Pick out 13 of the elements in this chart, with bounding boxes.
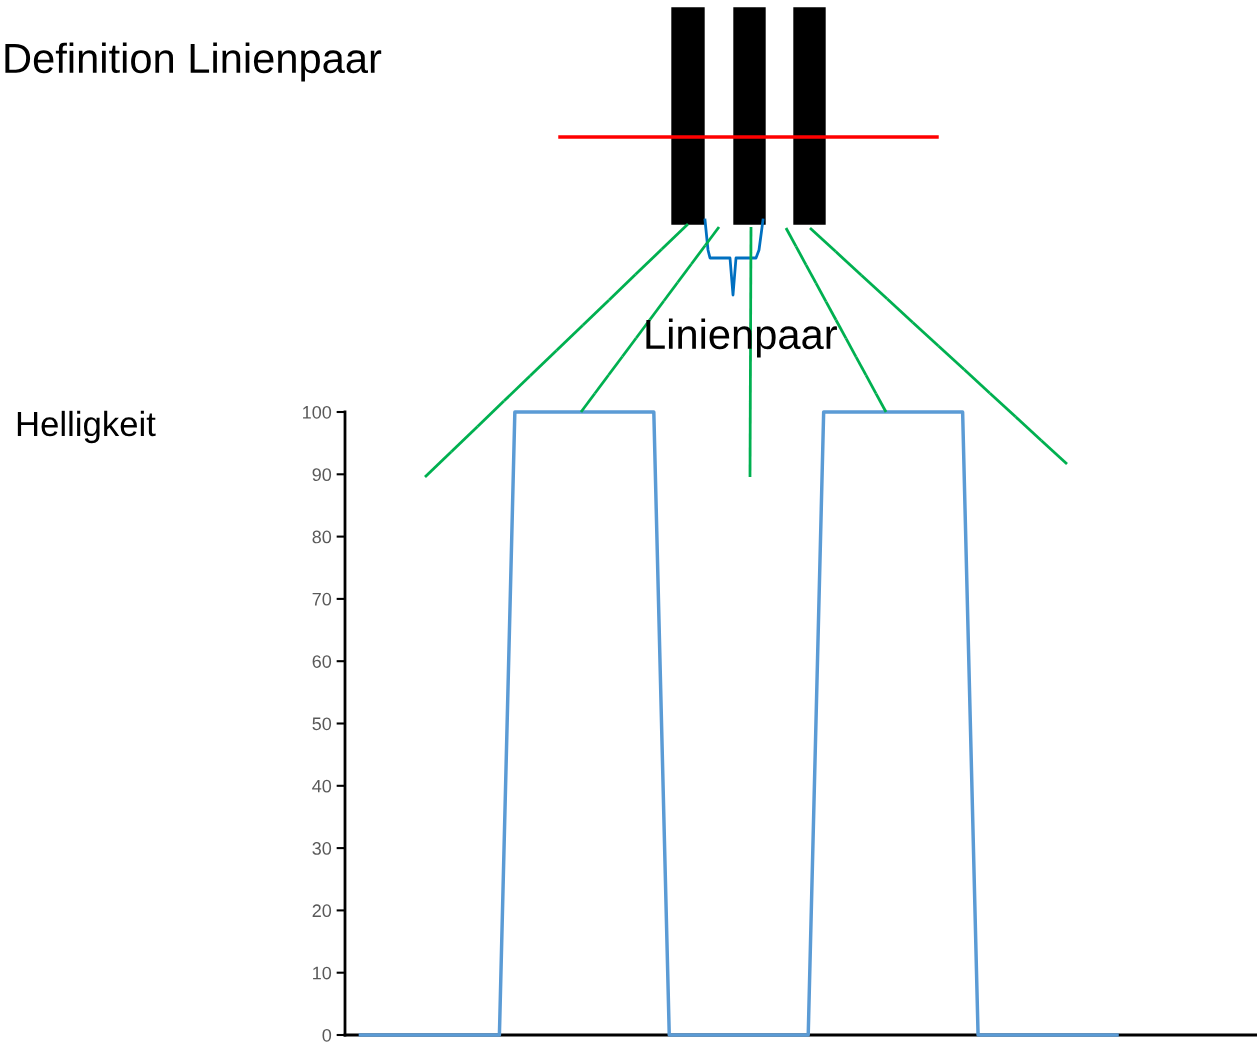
- y-tick-label: 10: [313, 966, 332, 980]
- y-tick-label: 100: [303, 405, 332, 419]
- y-axis-title: Helligkeit: [17, 410, 156, 444]
- y-tick-label: 40: [312, 779, 332, 793]
- y-tick-label: 60: [312, 655, 332, 668]
- y-tick-label: 0: [322, 1028, 332, 1042]
- y-tick-label: 90: [312, 468, 332, 482]
- y-tick-label: 50: [312, 717, 332, 731]
- y-tick-label: 70: [312, 592, 332, 606]
- y-tick-label: 20: [312, 904, 332, 918]
- chart-title: Definition Linienpaar: [5, 42, 382, 82]
- y-tick-label: 80: [312, 530, 332, 544]
- y-tick-label: 30: [312, 842, 332, 855]
